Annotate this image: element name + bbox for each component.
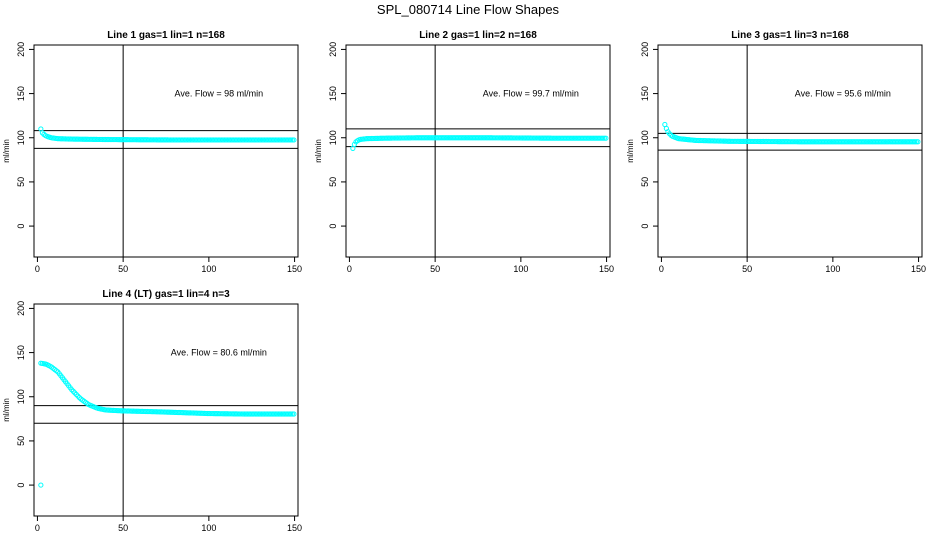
y-tick-label: 200: [16, 301, 26, 316]
average-flow-annotation: Ave. Flow = 98 ml/min: [174, 89, 263, 99]
y-tick-label: 200: [16, 42, 26, 57]
data-points: [350, 135, 609, 151]
y-tick-label: 0: [328, 224, 338, 229]
y-tick-label: 200: [640, 42, 650, 57]
y-tick-label: 150: [328, 86, 338, 101]
data-point: [288, 137, 294, 143]
x-tick-label: 150: [911, 264, 926, 274]
x-tick-label: 100: [201, 523, 216, 533]
x-tick-label: 50: [742, 264, 752, 274]
y-tick-label: 0: [640, 224, 650, 229]
y-tick-label: 50: [640, 177, 650, 187]
y-tick-label: 100: [16, 130, 26, 145]
y-tick-label: 0: [16, 483, 26, 488]
figure-title: SPL_080714 Line Flow Shapes: [376, 2, 560, 17]
y-tick-label: 150: [640, 86, 650, 101]
y-axis-label: ml/min: [314, 139, 323, 163]
x-tick-label: 50: [118, 264, 128, 274]
y-tick-label: 100: [16, 389, 26, 404]
data-point: [289, 137, 295, 143]
x-tick-label: 150: [287, 523, 302, 533]
data-point: [291, 411, 297, 417]
panel-title: Line 4 (LT) gas=1 lin=4 n=3: [102, 289, 230, 300]
data-point: [289, 411, 295, 417]
x-tick-label: 0: [659, 264, 664, 274]
panel-4: Line 4 (LT) gas=1 lin=4 n=3 0 50 100 150 0 50 1…: [2, 289, 302, 533]
y-tick-label: 200: [328, 42, 338, 57]
x-tick-label: 100: [201, 264, 216, 274]
data-point-outlier: [38, 482, 44, 488]
average-flow-annotation: Ave. Flow = 99.7 ml/min: [483, 89, 579, 99]
data-point: [600, 135, 606, 141]
data-point: [291, 137, 297, 143]
data-points: [38, 126, 297, 143]
data-point: [601, 135, 607, 141]
plot-frame: [345, 44, 611, 258]
y-tick-label: 100: [640, 130, 650, 145]
x-tick-label: 50: [118, 523, 128, 533]
panel-title: Line 3 gas=1 lin=3 n=168: [731, 30, 849, 41]
x-tick-label: 150: [599, 264, 614, 274]
x-tick-label: 150: [287, 264, 302, 274]
panel-title: Line 2 gas=1 lin=2 n=168: [419, 30, 537, 41]
y-tick-label: 100: [328, 130, 338, 145]
panel-3: Line 3 gas=1 lin=3 n=168 0 50 100 150 0 50 100 1…: [626, 30, 926, 274]
x-tick-label: 100: [825, 264, 840, 274]
plot-frame: [657, 44, 923, 258]
y-tick-label: 50: [16, 177, 26, 187]
y-tick-label: 150: [16, 86, 26, 101]
y-axis-label: ml/min: [626, 139, 635, 163]
average-flow-annotation: Ave. Flow = 80.6 ml/min: [171, 348, 267, 358]
y-tick-label: 50: [328, 177, 338, 187]
data-point: [288, 411, 294, 417]
panel-2: Line 2 gas=1 lin=2 n=168 0 50 100 150 0 50 100 1…: [314, 30, 614, 274]
x-tick-label: 0: [35, 523, 40, 533]
y-axis-label: ml/min: [2, 398, 11, 422]
average-flow-annotation: Ave. Flow = 95.6 ml/min: [795, 89, 891, 99]
y-tick-label: 150: [16, 345, 26, 360]
data-points: [38, 360, 297, 488]
panel-1: Line 1 gas=1 lin=1 n=168 0 50 100 150 0 50 100 1…: [2, 30, 302, 274]
panel-title: Line 1 gas=1 lin=1 n=168: [107, 30, 225, 41]
y-tick-label: 0: [16, 224, 26, 229]
x-tick-label: 0: [347, 264, 352, 274]
x-tick-label: 50: [430, 264, 440, 274]
y-tick-label: 50: [16, 436, 26, 446]
plot-frame: [33, 44, 299, 258]
data-point: [603, 135, 609, 141]
data-point: [351, 141, 357, 147]
x-tick-label: 100: [513, 264, 528, 274]
data-point: [915, 139, 921, 145]
data-point: [913, 139, 919, 145]
y-axis-label: ml/min: [2, 139, 11, 163]
data-point: [912, 139, 918, 145]
x-tick-label: 0: [35, 264, 40, 274]
plot-frame: [33, 303, 299, 517]
data-points: [662, 121, 921, 145]
